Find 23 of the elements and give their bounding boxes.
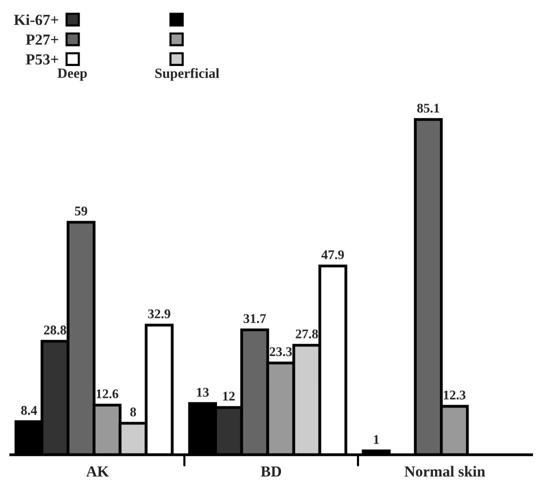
data-label: 13 [197,388,209,397]
data-label: 8 [130,407,136,416]
data-label: 12.6 [96,389,118,398]
x-tick-label: Normal skin [404,466,486,477]
data-label: 27.8 [296,329,318,338]
data-label: 23.3 [270,347,292,356]
x-tick-label: BD [260,466,282,477]
data-label: 47.9 [321,250,344,260]
data-label: 85.1 [417,104,440,113]
text: Deep [58,68,87,81]
data-label: 28.8 [44,326,66,334]
data-label: 12 [223,392,235,401]
legend-label: P27+ [26,34,58,45]
data-label: 8.4 [21,406,37,415]
data-label: 12.3 [444,390,466,400]
data-label: 31.7 [244,314,266,324]
data-label: 32.9 [148,309,170,318]
data-label: 59 [74,206,88,216]
x-tick-label: AK [86,466,109,476]
legend-label: Ki-67+ [14,14,58,26]
data-label: 1 [374,435,379,444]
text: Superficial [155,68,220,81]
legend-label: P53+ [26,54,58,65]
